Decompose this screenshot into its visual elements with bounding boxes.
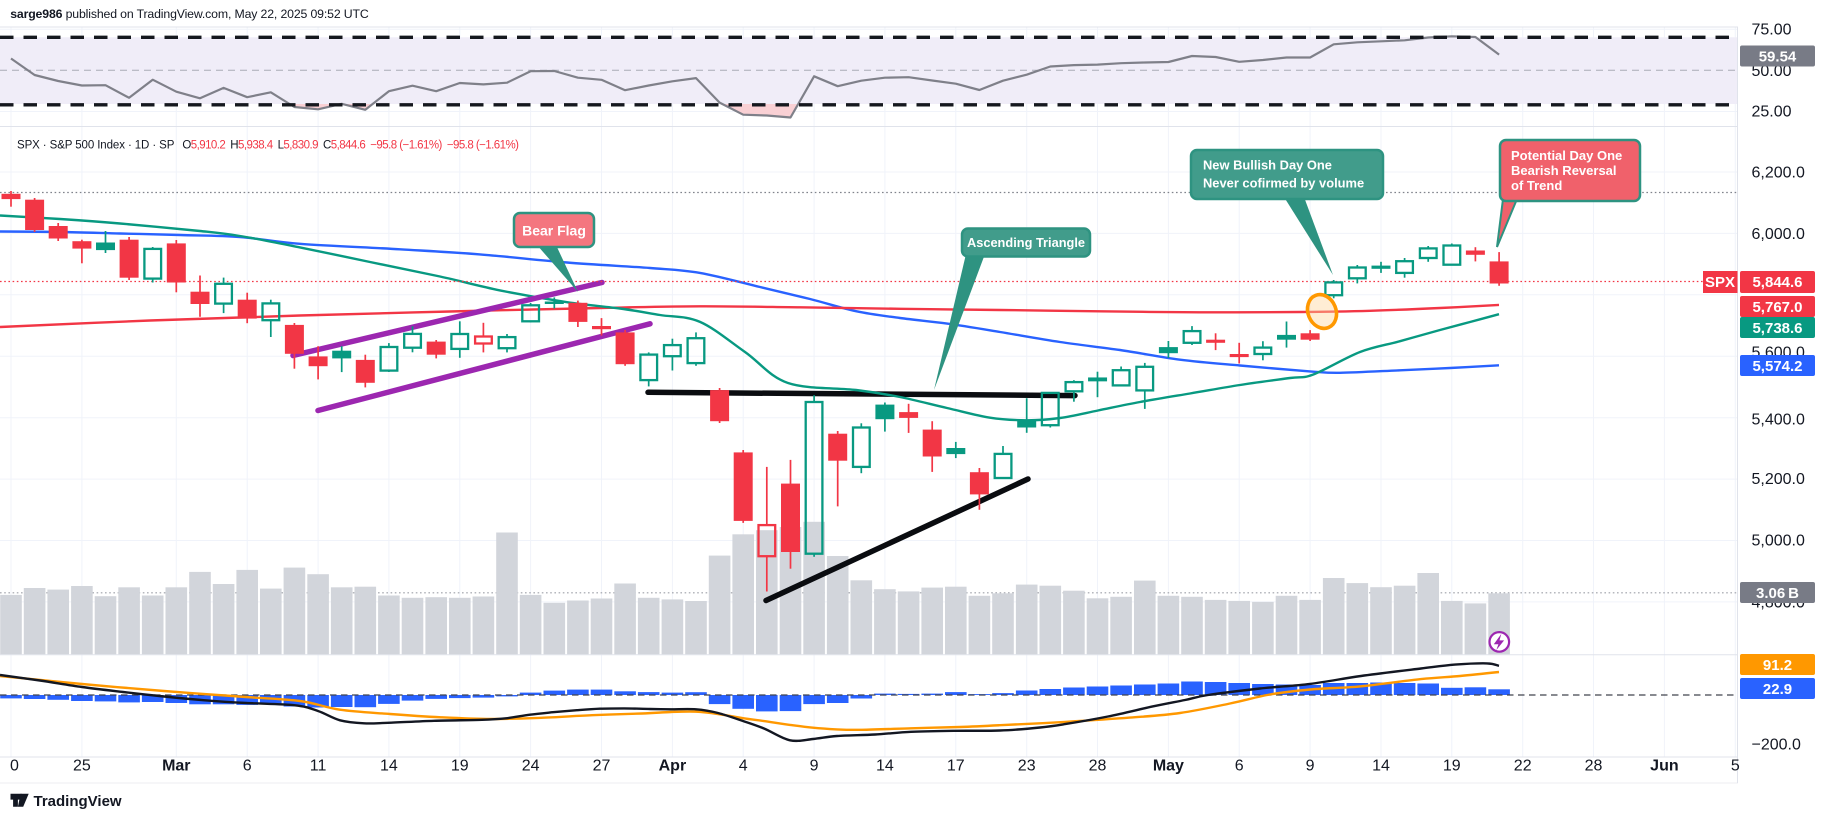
svg-text:Jun: Jun [1650,757,1678,774]
svg-text:6: 6 [1235,757,1244,774]
svg-text:Never cofirmed by volume: Never cofirmed by volume [1203,176,1364,191]
svg-text:23: 23 [1018,757,1036,774]
svg-text:5,200.0: 5,200.0 [1752,471,1805,488]
svg-text:27: 27 [593,757,611,774]
svg-text:50.00: 50.00 [1752,63,1792,80]
svg-text:9: 9 [810,757,819,774]
svg-text:5: 5 [1731,757,1740,774]
svg-text:6: 6 [243,757,252,774]
svg-text:TradingView: TradingView [34,793,122,810]
svg-text:11: 11 [310,757,327,774]
svg-text:17: 17 [947,757,965,774]
svg-text:5,574.2: 5,574.2 [1752,358,1802,375]
svg-text:91.2: 91.2 [1763,657,1792,674]
svg-text:19: 19 [1443,757,1461,774]
svg-text:5,000.0: 5,000.0 [1752,533,1805,550]
svg-text:14: 14 [876,757,894,774]
svg-text:22.9: 22.9 [1763,681,1792,698]
svg-text:25: 25 [73,757,91,774]
svg-text:14: 14 [1372,757,1390,774]
svg-text:3.06 B: 3.06 B [1756,585,1799,602]
svg-text:Apr: Apr [659,757,687,774]
svg-text:59.54: 59.54 [1759,49,1797,66]
svg-text:of Trend: of Trend [1511,178,1562,193]
svg-text:24: 24 [522,757,540,774]
svg-text:Ascending Triangle: Ascending Triangle [967,235,1085,250]
svg-text:Potential Day One: Potential Day One [1511,148,1622,163]
svg-text:sarge986 published on TradingV: sarge986 published on TradingView.com, M… [10,7,369,21]
svg-text:9: 9 [1306,757,1315,774]
svg-text:Bear Flag: Bear Flag [522,223,586,239]
svg-text:4: 4 [739,757,748,774]
svg-text:5,738.6: 5,738.6 [1752,320,1802,337]
svg-text:5,767.0: 5,767.0 [1752,299,1802,316]
svg-text:Mar: Mar [162,757,190,774]
svg-text:5,844.6: 5,844.6 [1752,274,1802,291]
svg-text:75.00: 75.00 [1752,22,1792,39]
svg-text:28: 28 [1585,757,1603,774]
svg-text:May: May [1153,757,1184,774]
svg-text:6,200.0: 6,200.0 [1752,165,1805,182]
svg-text:New Bullish Day One: New Bullish Day One [1203,158,1332,173]
svg-text:14: 14 [380,757,398,774]
svg-text:−200.0: −200.0 [1752,737,1801,754]
svg-text:6,000.0: 6,000.0 [1752,226,1805,243]
svg-text:SPX: SPX [1705,274,1735,291]
svg-text:19: 19 [451,757,469,774]
svg-text:0: 0 [10,757,19,774]
svg-text:22: 22 [1514,757,1532,774]
svg-text:Bearish Reversal: Bearish Reversal [1511,163,1617,178]
svg-text:SPX · S&P 500 Index · 1D · SPO: SPX · S&P 500 Index · 1D · SP O5,910.2 H5,… [17,140,519,152]
svg-text:28: 28 [1089,757,1107,774]
svg-text:5,400.0: 5,400.0 [1752,412,1805,429]
svg-text:25.00: 25.00 [1752,104,1792,121]
